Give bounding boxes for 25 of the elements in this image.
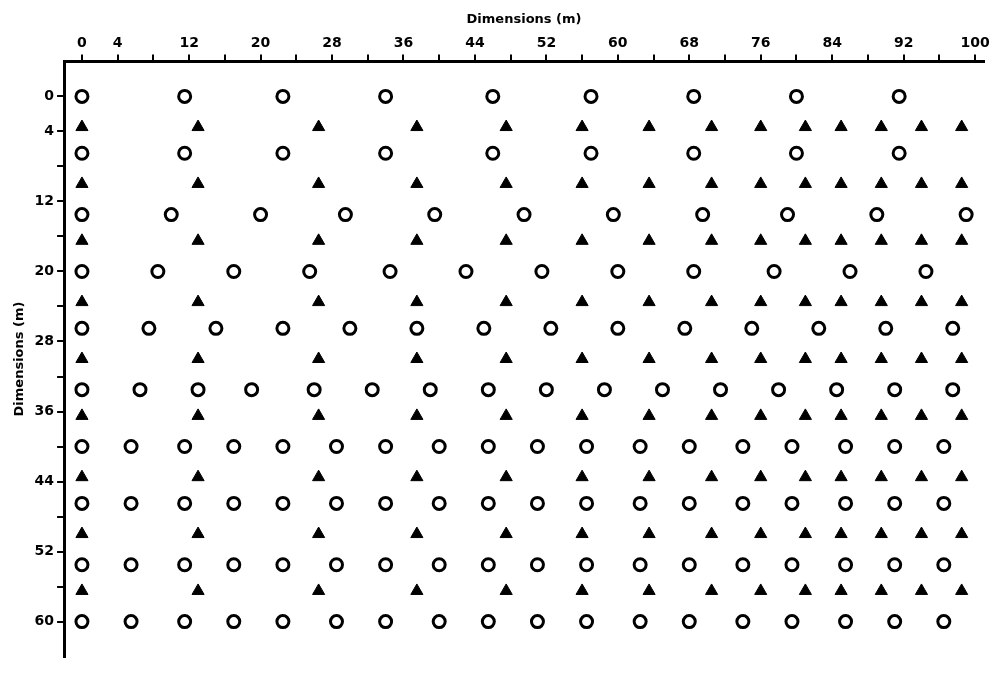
x-tick-label: 76	[750, 33, 771, 50]
y-tick-label: 12	[34, 192, 55, 209]
y-tick-label: 4	[44, 122, 55, 139]
x-tick-label: 0	[77, 33, 88, 50]
y-tick-label: 28	[34, 332, 55, 349]
y-tick-label: 20	[34, 262, 55, 279]
y-tick-label: 52	[34, 542, 55, 559]
y-tick-label: 44	[34, 472, 55, 489]
x-axis-title: Dimensions (m)	[466, 11, 582, 27]
y-axis-title: Dimensions (m)	[11, 301, 27, 417]
x-tick-label: 44	[465, 33, 485, 50]
x-tick-label: 52	[536, 33, 557, 50]
x-tick-label: 4	[112, 33, 123, 50]
x-tick-label: 68	[679, 33, 700, 50]
x-tick-label: 20	[250, 33, 271, 50]
y-tick-label: 36	[34, 402, 55, 419]
x-tick-label: 84	[822, 33, 843, 50]
x-tick-label: 28	[322, 33, 342, 50]
x-tick-label: 60	[608, 33, 628, 50]
x-tick-label: 92	[893, 33, 914, 50]
x-tick-label: 12	[179, 33, 199, 50]
y-tick-label: 60	[34, 612, 55, 629]
x-tick-label: 36	[393, 33, 414, 50]
x-tick-label: 100	[960, 33, 990, 50]
y-tick-label: 0	[44, 87, 55, 104]
